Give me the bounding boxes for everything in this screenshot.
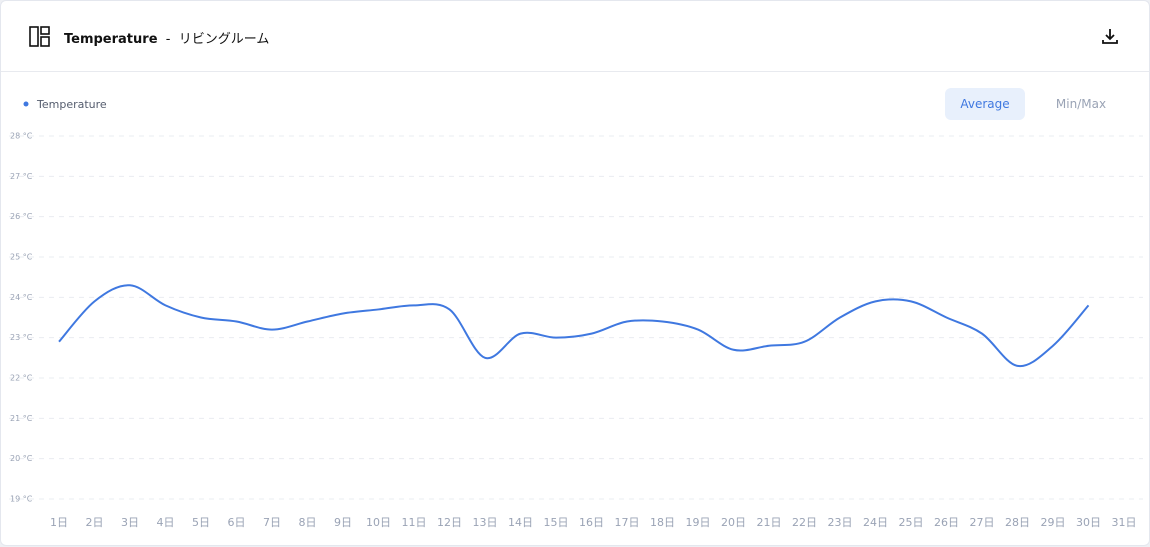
y-tick-label: 19 °C	[10, 495, 33, 504]
x-tick-label: 13日	[473, 516, 498, 529]
legend-marker	[23, 101, 29, 107]
x-tick-label: 23日	[828, 516, 853, 529]
y-tick-label: 26 °C	[10, 212, 33, 221]
x-tick-label: 1日	[50, 516, 68, 529]
x-tick-label: 29日	[1041, 516, 1066, 529]
download-button[interactable]	[1101, 27, 1119, 45]
title-separator: -	[165, 32, 171, 47]
y-tick-label: 24 °C	[10, 293, 33, 302]
x-tick-label: 17日	[615, 516, 640, 529]
x-tick-label: 22日	[792, 516, 817, 529]
y-tick-label: 22 °C	[10, 374, 33, 383]
x-tick-label: 16日	[579, 516, 604, 529]
title: Temperature - リビングルーム	[64, 28, 269, 47]
x-tick-label: 8日	[299, 516, 317, 529]
y-tick-label: 28 °C	[10, 132, 33, 141]
x-tick-label: 2日	[86, 516, 104, 529]
y-tick-label: 23 °C	[10, 333, 33, 342]
x-tick-label: 5日	[192, 516, 210, 529]
x-tick-label: 26日	[934, 516, 959, 529]
series-line	[58, 284, 1090, 368]
x-tick-label: 20日	[721, 516, 746, 529]
x-tick-label: 18日	[650, 516, 675, 529]
x-tick-label: 30日	[1076, 516, 1101, 529]
x-tick-label: 21日	[757, 516, 782, 529]
y-tick-label: 25 °C	[10, 253, 33, 262]
x-tick-label: 10日	[366, 516, 391, 529]
x-tick-label: 15日	[544, 516, 569, 529]
x-tick-label: 9日	[334, 516, 352, 529]
x-tick-label: 27日	[970, 516, 995, 529]
title-room: リビングルーム	[178, 32, 270, 47]
legend-label: Temperature	[36, 98, 107, 111]
y-tick-label: 27 °C	[10, 172, 33, 181]
y-tick-label: 20 °C	[10, 454, 33, 463]
minmax-button[interactable]: Min/Max	[1055, 97, 1107, 111]
x-tick-label: 12日	[437, 516, 462, 529]
x-tick-label: 11日	[402, 516, 427, 529]
title-main: Temperature	[64, 32, 158, 47]
x-tick-label: 3日	[121, 516, 139, 529]
average-button[interactable]: Average	[945, 88, 1025, 120]
x-tick-label: 28日	[1005, 516, 1030, 529]
x-tick-label: 14日	[508, 516, 533, 529]
x-tick-label: 24日	[863, 516, 888, 529]
x-tick-label: 4日	[157, 516, 175, 529]
x-tick-label: 25日	[899, 516, 924, 529]
x-tick-label: 6日	[228, 516, 246, 529]
header: Temperature - リビングルーム	[1, 1, 1149, 72]
y-tick-label: 21 °C	[10, 414, 33, 423]
x-tick-label: 31日	[1112, 516, 1137, 529]
x-tick-label: 19日	[686, 516, 711, 529]
layout-icon	[29, 26, 50, 47]
x-tick-label: 7日	[263, 516, 281, 529]
